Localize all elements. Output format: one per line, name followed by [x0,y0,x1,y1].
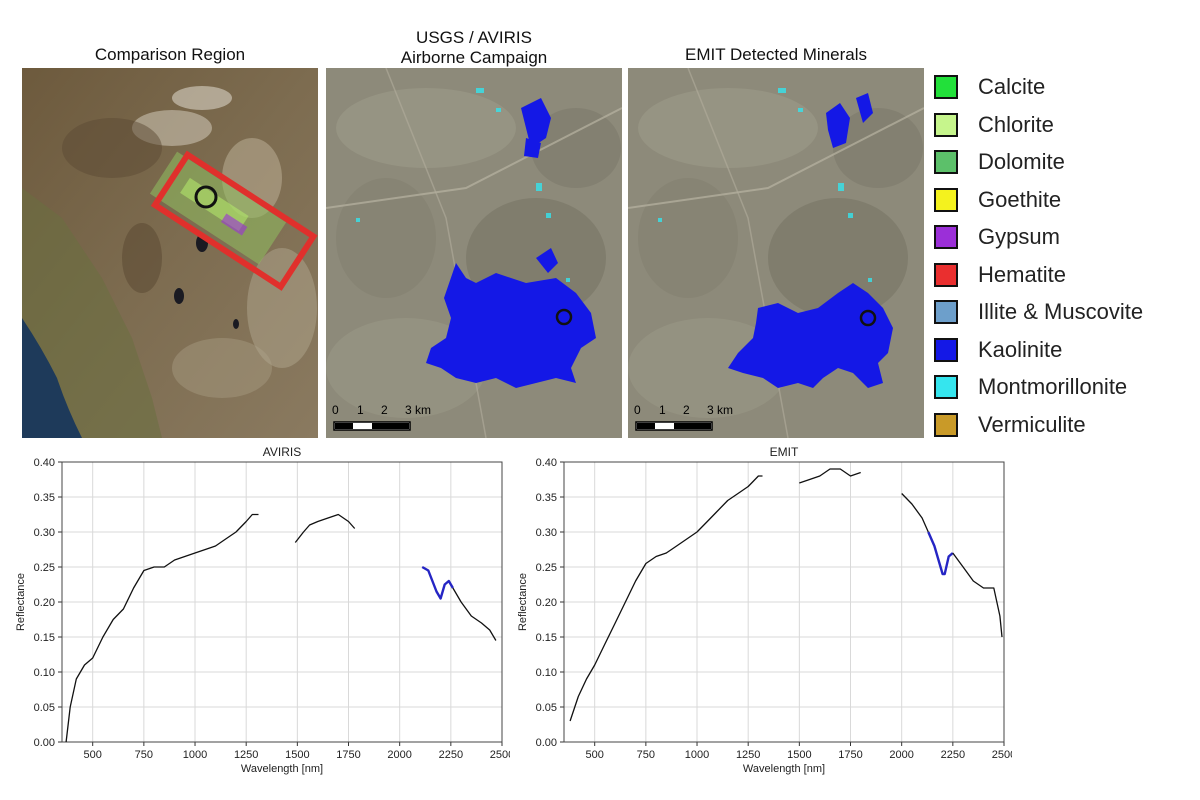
legend-item-calcite: Calcite [934,72,1045,102]
y-tick-label: 0.00 [34,737,55,749]
scalebar-label-0: 0 [332,403,339,417]
scalebar-label-1: 1 [357,403,364,417]
legend-label: Chlorite [978,111,1054,137]
legend-item-dolomite: Dolomite [934,147,1065,177]
spectrum-segment-3 [927,531,954,576]
y-tick-label: 0.25 [34,562,55,574]
legend-label: Kaolinite [978,336,1063,362]
y-tick-label: 0.25 [536,562,557,574]
y-tick-label: 0.10 [536,667,557,679]
x-tick-label: 2500 [490,749,510,761]
legend-swatch [934,150,958,174]
x-tick-label: 1000 [183,749,207,761]
y-tick-label: 0.40 [536,457,557,469]
legend-swatch [934,187,958,212]
legend-item-illite-muscovite: Illite & Muscovite [934,297,1143,327]
x-tick-label: 1500 [285,749,309,761]
x-axis-label: Wavelength [nm] [743,763,825,775]
x-tick-label: 1500 [787,749,811,761]
chart-title: EMIT [770,445,799,459]
y-tick-label: 0.30 [34,527,55,539]
legend-label: Gypsum [978,224,1060,249]
x-tick-label: 1250 [736,749,760,761]
x-tick-label: 1750 [838,749,862,761]
x-tick-label: 1000 [685,749,709,761]
comparison-region-map [22,68,318,438]
legend-swatch [934,112,958,137]
x-tick-label: 750 [637,749,655,761]
legend-swatch [934,300,958,324]
legend-label: Goethite [978,186,1062,212]
x-tick-label: 2000 [889,749,913,761]
scalebar-label-1: 1 [659,403,666,417]
aviris-panel-title: USGS / AVIRIS Airborne Campaign [400,28,548,67]
legend-label: Illite & Muscovite [978,299,1144,324]
scalebar-label-3: 3 km [405,403,431,417]
x-tick-label: 2250 [941,749,965,761]
y-tick-label: 0.15 [34,632,55,644]
legend-swatch [934,75,958,99]
legend-item-hematite: Hematite [934,260,1066,290]
y-tick-label: 0.05 [34,702,55,714]
plot-frame [61,461,503,743]
x-tick-label: 500 [586,749,604,761]
legend-label: Calcite [978,74,1046,99]
x-tick-label: 2250 [439,749,463,761]
legend-item-kaolinite: Kaolinite [934,335,1062,365]
legend-item-gypsum: Gypsum [934,222,1060,252]
legend-label: Dolomite [978,149,1065,174]
x-axis-label: Wavelength [nm] [241,763,323,775]
scalebar-label-2: 2 [381,403,388,417]
x-tick-label: 2500 [992,749,1012,761]
spectrum-segment-0 [569,475,763,722]
legend-swatch [934,225,958,249]
plot-frame [563,461,1005,743]
spectrum-segment-2 [421,565,454,600]
spectrum-segment-4 [952,552,1003,638]
scalebar-label-2: 2 [683,403,690,417]
y-tick-label: 0.05 [536,702,557,714]
y-tick-label: 0.35 [536,492,557,504]
legend-swatch [934,262,958,287]
y-tick-label: 0.35 [34,492,55,504]
x-tick-label: 2000 [387,749,411,761]
x-tick-label: 750 [135,749,153,761]
legend-swatch [934,375,958,399]
emit-spectrum-chart: EMIT 0.00 0.05 0.10 0.15 0.20 0.25 0.30 0.35 0.40… [512,442,1016,782]
x-tick-label: 500 [84,749,102,761]
legend-label: Vermiculite [978,411,1086,437]
aviris-mineral-map: 0 1 2 3 km [326,68,622,438]
y-tick-label: 0.40 [34,457,55,469]
y-axis-label: Reflectance [517,573,529,631]
legend-item-vermiculite: Vermiculite [934,410,1086,440]
y-tick-label: 0.10 [34,667,55,679]
comparison-region-title: Comparison Region [94,45,246,64]
x-tick-label: 1250 [234,749,258,761]
emit-mineral-map: 0 1 2 3 km [628,68,924,438]
y-tick-label: 0.15 [536,632,557,644]
legend-label: Hematite [978,261,1067,287]
y-tick-label: 0.20 [536,597,557,609]
legend-item-goethite: Goethite [934,185,1061,215]
spectrum-segment-1 [294,513,356,543]
spectrum-segment-2 [901,493,929,533]
legend-swatch [934,337,958,362]
spectrum-segment-0 [65,513,259,743]
emit-panel-title: EMIT Detected Minerals [684,45,868,64]
y-tick-label: 0.30 [536,527,557,539]
x-tick-label: 1750 [336,749,360,761]
y-axis-label: Reflectance [15,573,27,631]
legend-swatch [934,412,958,437]
spectrum-segment-3 [452,587,497,641]
y-tick-label: 0.20 [34,597,55,609]
spectrum-segment-1 [799,468,861,484]
legend-item-montmorillonite: Montmorillonite [934,372,1127,402]
aviris-spectrum-chart: AVIRIS 0.00 0.05 0.10 0.15 0.20 0.25 0.30 0.35 0.… [10,442,514,782]
chart-title: AVIRIS [263,445,301,459]
scalebar-label-3: 3 km [707,403,733,417]
scalebar-label-0: 0 [634,403,641,417]
y-tick-label: 0.00 [536,737,557,749]
legend-label: Montmorillonite [978,374,1128,399]
legend-item-chlorite: Chlorite [934,110,1054,140]
